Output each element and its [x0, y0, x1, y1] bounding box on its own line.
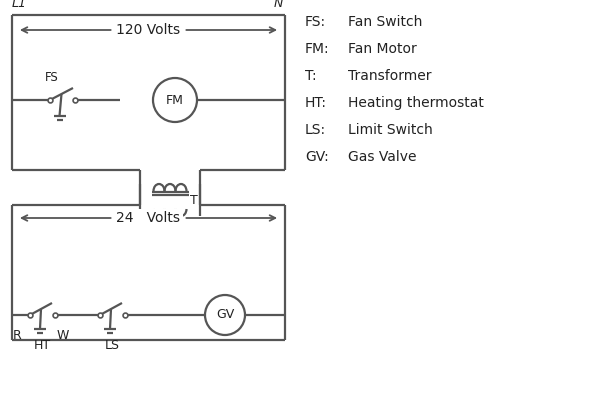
Text: Fan Switch: Fan Switch	[348, 15, 422, 29]
Text: Limit Switch: Limit Switch	[348, 123, 432, 137]
Text: HT: HT	[34, 339, 51, 352]
Text: Fan Motor: Fan Motor	[348, 42, 417, 56]
Text: FS:: FS:	[305, 15, 326, 29]
Text: FS: FS	[45, 71, 59, 84]
Text: T: T	[191, 194, 198, 206]
Text: N: N	[274, 0, 283, 10]
Text: 120 Volts: 120 Volts	[116, 23, 181, 37]
Circle shape	[205, 295, 245, 335]
Text: R: R	[13, 329, 22, 342]
Text: W: W	[57, 329, 70, 342]
Circle shape	[153, 78, 197, 122]
Text: FM: FM	[166, 94, 184, 106]
Text: L1: L1	[12, 0, 27, 10]
Text: FM:: FM:	[305, 42, 330, 56]
Text: Gas Valve: Gas Valve	[348, 150, 417, 164]
Text: T:: T:	[305, 69, 317, 83]
Text: Transformer: Transformer	[348, 69, 431, 83]
Text: GV: GV	[216, 308, 234, 322]
Text: HT:: HT:	[305, 96, 327, 110]
Text: 24   Volts: 24 Volts	[116, 211, 181, 225]
Text: Heating thermostat: Heating thermostat	[348, 96, 484, 110]
Text: GV:: GV:	[305, 150, 329, 164]
Text: LS:: LS:	[305, 123, 326, 137]
Text: LS: LS	[105, 339, 120, 352]
